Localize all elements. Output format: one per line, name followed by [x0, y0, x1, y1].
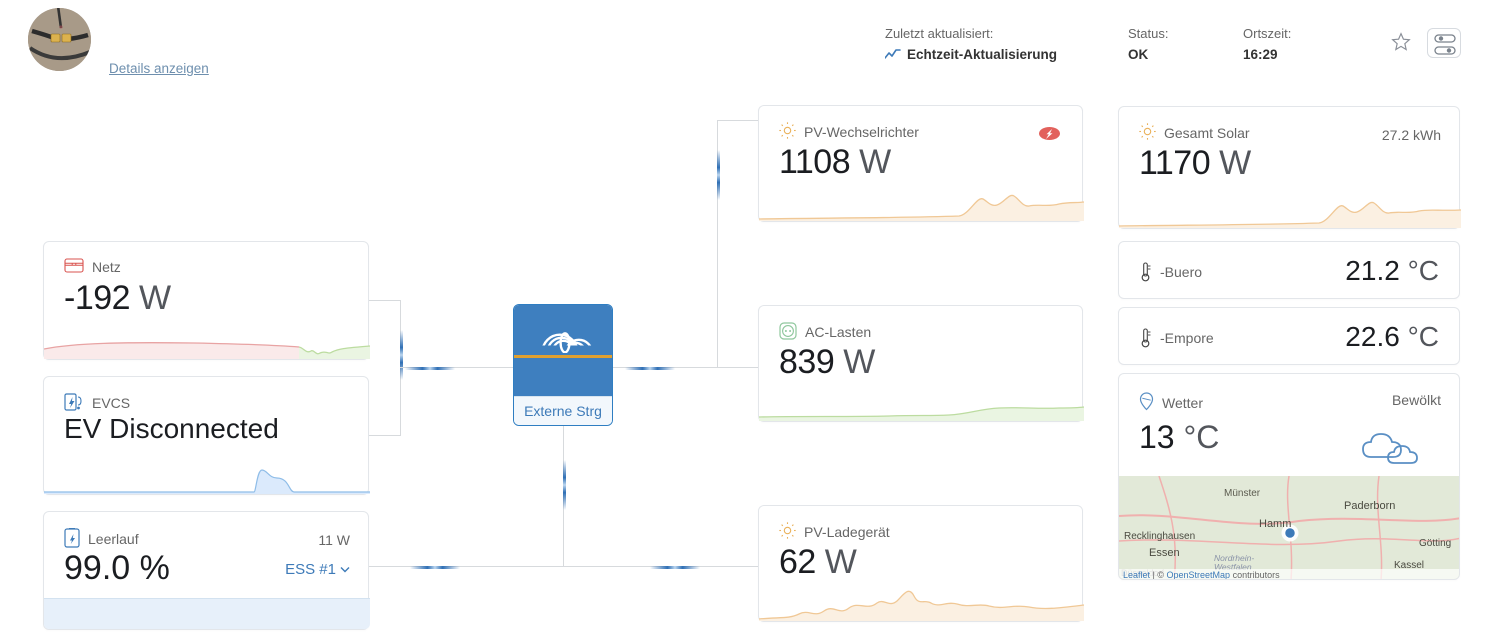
svg-text:Götting: Götting: [1419, 538, 1451, 549]
svg-text:Essen: Essen: [1149, 547, 1180, 559]
svg-text:Münster: Münster: [1224, 488, 1261, 499]
svg-text:Paderborn: Paderborn: [1344, 500, 1395, 512]
svg-text:Recklinghausen: Recklinghausen: [1124, 531, 1195, 542]
svg-text:Hamm: Hamm: [1259, 518, 1291, 530]
